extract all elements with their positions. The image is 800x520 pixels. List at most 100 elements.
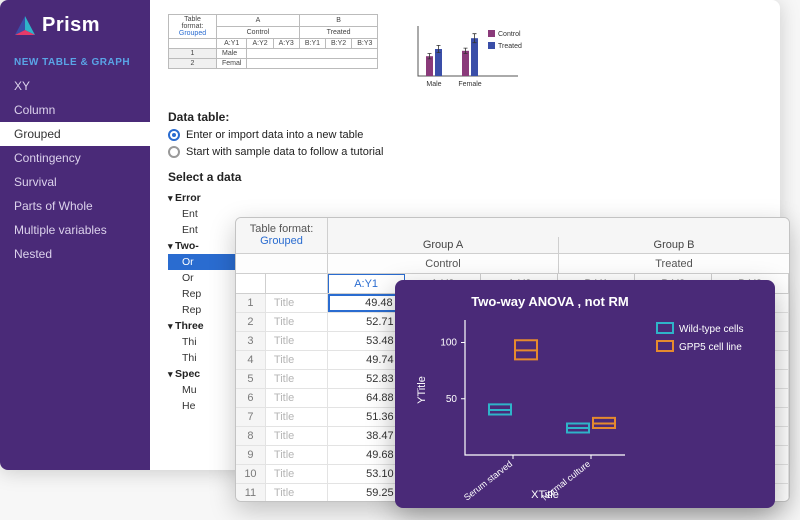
svg-text:Control: Control — [498, 31, 521, 38]
table-cell[interactable]: 52.71 — [328, 313, 405, 331]
group-name[interactable]: Control — [328, 254, 559, 273]
table-header-row1: Table format: Grouped Group A Group B — [236, 218, 789, 254]
svg-text:Wild-type cells: Wild-type cells — [679, 324, 743, 335]
brand-name: Prism — [42, 14, 100, 37]
thumb-row: Femal — [217, 59, 247, 69]
row-number[interactable]: 8 — [236, 427, 266, 445]
thumb-sub: A:Y3 — [273, 39, 299, 49]
thumb-group-a: A — [217, 15, 300, 27]
svg-text:Treated: Treated — [498, 43, 522, 50]
radio-icon[interactable] — [168, 146, 180, 158]
row-title[interactable]: Title — [266, 313, 328, 331]
sidebar-item-multiple-variables[interactable]: Multiple variables — [0, 218, 150, 242]
svg-text:100: 100 — [440, 338, 457, 349]
svg-text:Normal culture: Normal culture — [540, 459, 592, 503]
thumb-sub: B:Y2 — [326, 39, 352, 49]
row-title-header[interactable] — [266, 274, 328, 293]
table-cell[interactable]: 64.88 — [328, 389, 405, 407]
table-cell[interactable]: 51.36 — [328, 408, 405, 426]
thumb-treat-control: Control — [217, 27, 300, 39]
row-title[interactable]: Title — [266, 294, 328, 312]
group-id: Group A — [328, 237, 558, 253]
thumb-sub: A:Y2 — [247, 39, 273, 49]
svg-text:Two-way ANOVA , not RM: Two-way ANOVA , not RM — [471, 294, 628, 309]
thumb-sub: B:Y3 — [352, 39, 378, 49]
table-header-row2: Control Treated — [236, 254, 789, 274]
sidebar-section-header: NEW TABLE & GRAPH — [0, 49, 150, 74]
sidebar-item-parts-of-whole[interactable]: Parts of Whole — [0, 194, 150, 218]
row-number[interactable]: 2 — [236, 313, 266, 331]
thumb-treat-treated: Treated — [299, 27, 378, 39]
preview-chart-thumbnail: Male Female Control Treated — [408, 14, 538, 94]
sidebar-item-xy[interactable]: XY — [0, 74, 150, 98]
table-cell[interactable]: 49.68 — [328, 446, 405, 464]
row-title[interactable]: Title — [266, 351, 328, 369]
row-number[interactable]: 1 — [236, 294, 266, 312]
radio-sample-data[interactable]: Start with sample data to follow a tutor… — [168, 146, 762, 158]
radio-label: Start with sample data to follow a tutor… — [186, 146, 383, 158]
thumb-format-value[interactable]: Grouped — [179, 30, 206, 37]
table-cell[interactable]: 53.48 — [328, 332, 405, 350]
preview-row: Table format:Grouped A B Control Treated… — [168, 14, 762, 104]
row-title[interactable]: Title — [266, 446, 328, 464]
table-col-header[interactable]: A:Y1 — [328, 274, 405, 293]
anova-chart-card: Two-way ANOVA , not RM50100YTitleXTitleS… — [395, 280, 775, 508]
svg-text:GPP5 cell line: GPP5 cell line — [679, 342, 742, 353]
table-cell[interactable]: 59.25 — [328, 484, 405, 502]
group-a-header: Group A — [328, 237, 559, 253]
group-name[interactable]: Treated — [559, 254, 789, 273]
row-title[interactable]: Title — [266, 332, 328, 350]
prism-logo-icon — [14, 15, 36, 37]
row-number[interactable]: 3 — [236, 332, 266, 350]
row-title[interactable]: Title — [266, 370, 328, 388]
row-number[interactable]: 7 — [236, 408, 266, 426]
sidebar-item-survival[interactable]: Survival — [0, 170, 150, 194]
row-number[interactable]: 9 — [236, 446, 266, 464]
row-number[interactable]: 10 — [236, 465, 266, 483]
data-table-heading: Data table: — [168, 110, 762, 124]
select-data-label: Select a data — [168, 170, 762, 184]
sidebar-item-contingency[interactable]: Contingency — [0, 146, 150, 170]
row-number[interactable]: 4 — [236, 351, 266, 369]
row-number[interactable]: 5 — [236, 370, 266, 388]
sidebar-item-grouped[interactable]: Grouped — [0, 122, 150, 146]
thumb-group-b: B — [299, 15, 378, 27]
group-id: Group B — [559, 237, 789, 253]
thumb-row: Male — [217, 49, 247, 59]
radio-label: Enter or import data into a new table — [186, 129, 363, 141]
thumb-sub: A:Y1 — [217, 39, 247, 49]
table-format-box: Table format: Grouped — [236, 217, 328, 253]
thumb-sub: B:Y1 — [299, 39, 325, 49]
sidebar-nav: XYColumnGroupedContingencySurvivalParts … — [0, 74, 150, 266]
radio-enter-data[interactable]: Enter or import data into a new table — [168, 129, 762, 141]
sidebar-item-column[interactable]: Column — [0, 98, 150, 122]
svg-text:Female: Female — [459, 81, 482, 88]
tree-group[interactable]: Error — [168, 190, 263, 206]
row-title[interactable]: Title — [266, 484, 328, 502]
table-format-link[interactable]: Grouped — [236, 235, 327, 247]
group-b-header: Group B — [559, 237, 789, 253]
table-cell[interactable]: 53.10 — [328, 465, 405, 483]
svg-text:Serum starved: Serum starved — [462, 459, 514, 503]
svg-text:YTitle: YTitle — [416, 376, 428, 404]
table-format-label: Table format: — [236, 223, 327, 235]
table-cell[interactable]: 38.47 — [328, 427, 405, 445]
row-title[interactable]: Title — [266, 427, 328, 445]
table-cell[interactable]: 49.48 — [328, 294, 405, 312]
row-num-header[interactable] — [236, 274, 266, 293]
row-title[interactable]: Title — [266, 389, 328, 407]
sidebar-item-nested[interactable]: Nested — [0, 242, 150, 266]
table-cell[interactable]: 49.74 — [328, 351, 405, 369]
svg-text:50: 50 — [446, 394, 458, 405]
row-title[interactable]: Title — [266, 465, 328, 483]
row-title[interactable]: Title — [266, 408, 328, 426]
sidebar: Prism NEW TABLE & GRAPH XYColumnGroupedC… — [0, 0, 150, 470]
radio-icon[interactable] — [168, 129, 180, 141]
thumb-format-label: Table format: — [182, 16, 204, 30]
table-cell[interactable]: 52.83 — [328, 370, 405, 388]
brand: Prism — [0, 14, 150, 49]
svg-text:Male: Male — [427, 81, 442, 88]
preview-table-thumbnail: Table format:Grouped A B Control Treated… — [168, 14, 378, 69]
row-number[interactable]: 11 — [236, 484, 266, 502]
row-number[interactable]: 6 — [236, 389, 266, 407]
